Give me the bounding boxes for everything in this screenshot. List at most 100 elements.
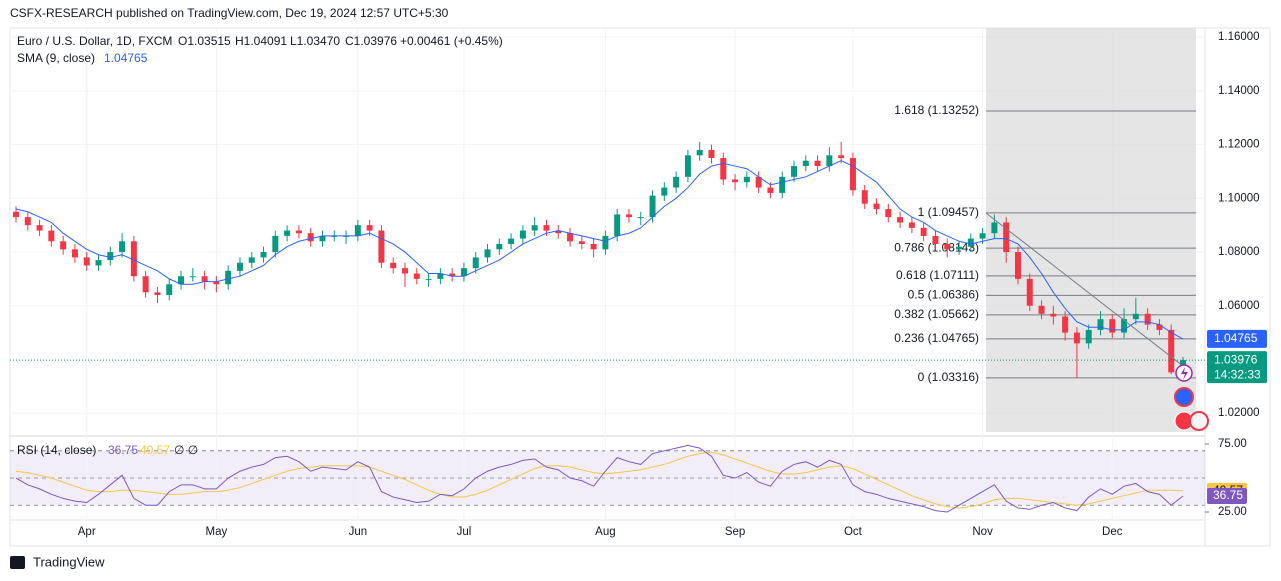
- candle-body: [885, 209, 892, 218]
- event-icon[interactable]: [1174, 387, 1194, 407]
- candle-body: [460, 268, 467, 277]
- event-icon[interactable]: [1189, 411, 1209, 431]
- candle-body: [920, 227, 927, 236]
- candle-body: [272, 235, 279, 253]
- candle-body: [743, 176, 750, 183]
- candle-body: [826, 155, 833, 167]
- candle-body: [602, 235, 609, 250]
- candle-body: [36, 225, 43, 231]
- candle-body: [437, 273, 444, 279]
- candle-body: [838, 155, 845, 159]
- candle-body: [578, 241, 585, 244]
- candle-body: [366, 225, 373, 231]
- candle-body: [1073, 332, 1080, 344]
- candle-body: [1038, 305, 1045, 314]
- brand-logo: [10, 556, 25, 569]
- candle-body: [1014, 252, 1021, 279]
- candle-body: [673, 176, 680, 188]
- sma-price-box: [1207, 329, 1267, 348]
- candle-body: [295, 230, 302, 234]
- candle-body: [908, 222, 915, 228]
- candle-body: [413, 273, 420, 279]
- candle-body: [696, 149, 703, 156]
- candle-body: [873, 203, 880, 210]
- high-value: H1.04091: [235, 34, 287, 48]
- close-value: C1.03976: [345, 34, 397, 48]
- candle-body: [802, 160, 809, 167]
- candle-body: [1097, 319, 1104, 330]
- candle-body: [755, 176, 762, 188]
- candle-body: [1026, 278, 1033, 306]
- y-tick-label: 1.02000: [1218, 407, 1260, 419]
- x-tick-label: Oct: [844, 526, 863, 538]
- candle-body: [24, 217, 31, 226]
- x-tick-label: Apr: [78, 526, 96, 538]
- candle-body: [378, 230, 385, 263]
- candle-body: [1109, 319, 1116, 333]
- candle-body: [767, 187, 774, 193]
- rsi-legend: RSI (14, close): [17, 443, 96, 457]
- candle-body: [260, 252, 267, 258]
- rsi-line: [15, 444, 1184, 513]
- candle-body: [201, 276, 208, 282]
- candle-body: [649, 195, 656, 218]
- candle-body: [189, 276, 196, 278]
- candle-body: [508, 238, 515, 244]
- candle-body: [496, 243, 503, 250]
- candle-body: [590, 243, 597, 250]
- candle-body: [519, 230, 526, 239]
- event-icon-bolt: [1181, 367, 1188, 380]
- candle-body: [779, 176, 786, 193]
- candle-body: [1003, 222, 1010, 253]
- candle-body: [95, 260, 102, 266]
- candle-body: [213, 281, 220, 285]
- candle-body: [732, 179, 739, 183]
- published-line: CSFX-RESEARCH published on TradingView.c…: [10, 6, 449, 20]
- y-tick-label: 1.12000: [1218, 139, 1260, 151]
- fib-label: 0.618 (1.07111): [896, 268, 979, 282]
- candle-body: [661, 187, 668, 196]
- candle-body: [1156, 324, 1163, 330]
- fib-label: 0.786 (1.08143): [894, 240, 979, 254]
- chart-frame: [9, 27, 1271, 547]
- fib-label: 0.382 (1.05662): [894, 307, 979, 321]
- rsi-ma-legend-value: 40.57: [140, 443, 170, 457]
- candle-body: [1121, 319, 1128, 333]
- x-tick-label: Aug: [595, 526, 615, 538]
- candle-body: [684, 155, 691, 177]
- open-value: O1.03515: [178, 34, 231, 48]
- candle-body: [48, 230, 55, 242]
- fib-label: 1.618 (1.13252): [894, 103, 979, 117]
- rsi-box: [1207, 488, 1247, 505]
- y-tick-label: 1.16000: [1218, 31, 1260, 43]
- x-tick-label: Dec: [1102, 526, 1123, 538]
- candle-body: [1085, 329, 1092, 344]
- candle-body: [956, 246, 963, 250]
- candle-body: [708, 149, 715, 159]
- countdown: 14:32:33: [1214, 367, 1261, 381]
- y-tick-label: 1.08000: [1218, 246, 1260, 258]
- x-tick-label: Jul: [457, 526, 472, 538]
- candle-body: [284, 230, 291, 236]
- candle-body: [130, 241, 137, 277]
- fib-zone: [986, 28, 1196, 432]
- rsi-tick-label: 75.00: [1218, 438, 1247, 450]
- rsi-tick-label: 25.00: [1218, 506, 1247, 518]
- candle-body: [13, 211, 19, 218]
- candle-body: [932, 235, 939, 244]
- candle-body: [567, 233, 574, 242]
- candle-body: [849, 158, 856, 191]
- candle-body: [107, 252, 114, 261]
- candle-body: [60, 241, 67, 250]
- candle-body: [1168, 329, 1175, 373]
- last-price-box: [1207, 351, 1267, 384]
- fib-label: 0.5 (1.06386): [908, 288, 979, 302]
- candle-body: [319, 235, 326, 242]
- fib-label: 0 (1.03316): [918, 370, 979, 384]
- candle-body: [625, 214, 632, 218]
- candle-body: [1062, 316, 1069, 333]
- candle-body: [967, 238, 974, 247]
- candle-body: [178, 276, 185, 285]
- candle-body: [390, 262, 397, 269]
